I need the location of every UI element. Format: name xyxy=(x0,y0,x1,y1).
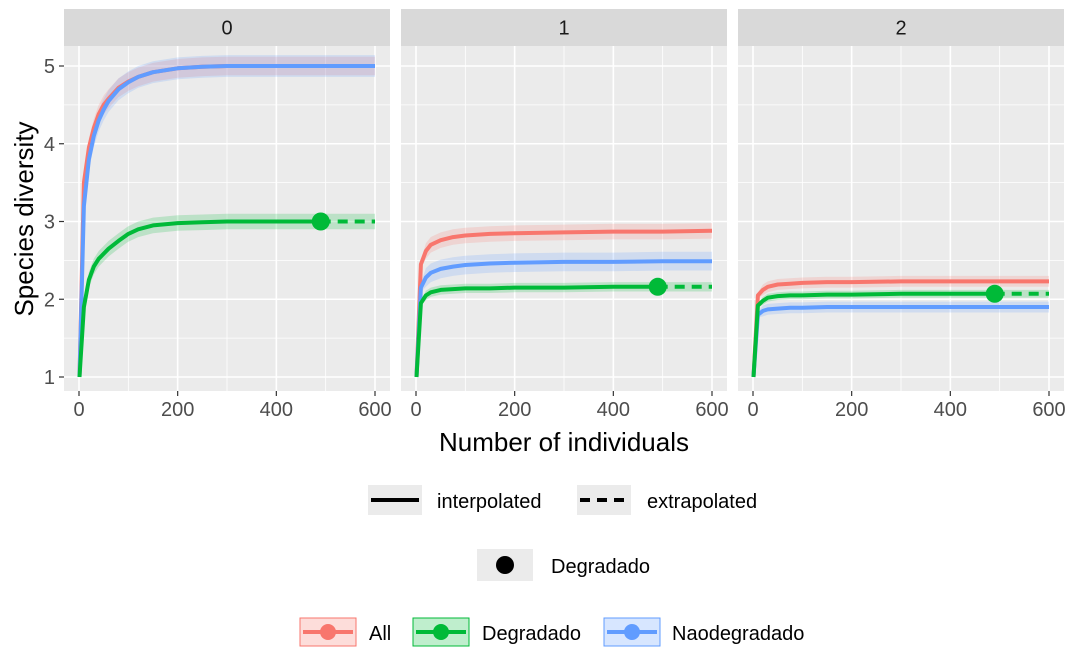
legend-label-interpolated: interpolated xyxy=(437,491,542,513)
legend-key-point xyxy=(496,556,514,574)
x-tick-label: 200 xyxy=(161,399,194,421)
y-tick-label: 2 xyxy=(44,289,55,311)
panel-strip xyxy=(401,9,727,46)
x-tick-label: 200 xyxy=(835,399,868,421)
legend-label-point: Degradado xyxy=(551,556,650,578)
y-tick-label: 5 xyxy=(44,56,55,78)
panel-2: 2 0 200 400 600 xyxy=(738,9,1066,421)
y-axis: 1 2 3 4 5 xyxy=(44,56,64,389)
legend-series: All Degradado Naodegradado xyxy=(299,617,804,647)
x-tick-label: 400 xyxy=(260,399,293,421)
legend-key-point-all xyxy=(320,624,336,640)
panel-strip-label: 2 xyxy=(895,18,906,40)
series-line-degradado-interpolated xyxy=(414,284,658,378)
legend-key-point-degradado xyxy=(433,624,449,640)
series-line-degradado-interpolated xyxy=(77,219,321,378)
panel-1: 1 0 200 400 600 xyxy=(401,9,729,421)
x-tick-label: 200 xyxy=(498,399,531,421)
series-line-naodegradado-interpolated xyxy=(751,305,1049,378)
x-tick-label: 600 xyxy=(358,399,391,421)
x-tick-label: 400 xyxy=(934,399,967,421)
panel-0: 0 0 200 400 600 xyxy=(64,9,392,421)
legend-label-naodegradado: Naodegradado xyxy=(672,623,804,645)
series-line-all-interpolated xyxy=(414,228,713,378)
legend-label-all: All xyxy=(369,623,391,645)
confidence-band-naodegradado xyxy=(416,251,712,377)
panel-strip xyxy=(738,9,1064,46)
y-tick-label: 3 xyxy=(44,212,55,234)
panel-strip-label: 1 xyxy=(558,18,569,40)
confidence-band-degradado xyxy=(753,289,1049,377)
series-line-naodegradado-interpolated xyxy=(414,259,712,378)
confidence-band-degradado xyxy=(416,282,712,377)
panel-strip xyxy=(64,9,390,46)
series-line-degradado-interpolated xyxy=(751,291,995,378)
reference-point-degradado xyxy=(648,277,667,296)
series-line-all-interpolated xyxy=(751,279,1049,378)
legend-key-point-naodegradado xyxy=(624,624,640,640)
legend-label-degradado: Degradado xyxy=(482,623,581,645)
x-tick-label: 0 xyxy=(410,399,421,421)
y-tick-label: 4 xyxy=(44,134,55,156)
legend-linetype: interpolated extrapolated xyxy=(368,485,757,515)
x-tick-label: 600 xyxy=(1032,399,1065,421)
y-tick-label: 1 xyxy=(44,367,55,389)
series-line-naodegradado-interpolated xyxy=(77,64,375,378)
panel-strip-label: 0 xyxy=(221,18,232,40)
legend-point: Degradado xyxy=(477,549,650,581)
reference-point-degradado xyxy=(311,212,330,231)
x-tick-label: 400 xyxy=(597,399,630,421)
x-tick-label: 600 xyxy=(695,399,728,421)
x-axis-title: Number of individuals xyxy=(439,427,689,457)
legend-label-extrapolated: extrapolated xyxy=(647,491,757,513)
y-axis-title: Species diversity xyxy=(9,121,39,316)
reference-point-degradado xyxy=(985,284,1004,303)
x-tick-label: 0 xyxy=(73,399,84,421)
x-tick-label: 0 xyxy=(747,399,758,421)
